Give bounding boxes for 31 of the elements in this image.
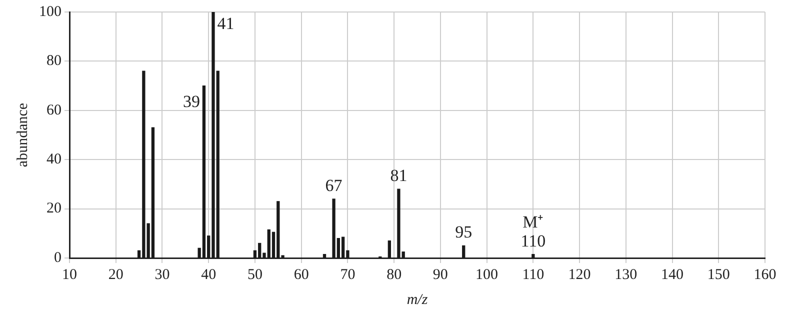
y-tick-label: 20 <box>46 200 62 217</box>
annotation: 110 <box>520 231 546 250</box>
x-tick-label: 10 <box>62 266 77 283</box>
x-tick-label: 160 <box>754 266 776 283</box>
x-tick-label: 100 <box>476 266 498 283</box>
x-tick-label: 30 <box>154 266 170 283</box>
x-tick-label: 40 <box>201 266 216 283</box>
x-tick-label: 20 <box>108 266 124 283</box>
y-tick-label: 80 <box>46 53 62 70</box>
y-tick-label: 0 <box>54 250 62 266</box>
y-axis-title: abundance <box>14 102 31 168</box>
x-tick-label: 80 <box>386 266 402 283</box>
annotation: M⁺ <box>522 212 544 232</box>
x-tick-label: 150 <box>707 266 730 283</box>
x-tick-label: 110 <box>522 266 544 283</box>
x-tick-label: 50 <box>247 266 262 283</box>
x-tick-label: 60 <box>294 266 309 283</box>
annotation: 81 <box>390 166 408 186</box>
y-tick-label: 60 <box>46 102 62 118</box>
annotation: 41 <box>217 14 234 33</box>
annotation: 95 <box>455 222 472 242</box>
annotation: 39 <box>182 92 200 111</box>
x-tick-label: 70 <box>340 266 356 283</box>
x-tick-label: 90 <box>432 266 448 283</box>
x-tick-label: 120 <box>568 266 591 283</box>
x-tick-label: 140 <box>661 266 684 283</box>
annotation: 67 <box>325 176 343 195</box>
x-tick-label: 130 <box>614 266 638 283</box>
y-tick-label: 40 <box>46 152 62 168</box>
y-tick-label: 100 <box>39 4 62 20</box>
x-axis-title: m/z <box>406 292 428 308</box>
